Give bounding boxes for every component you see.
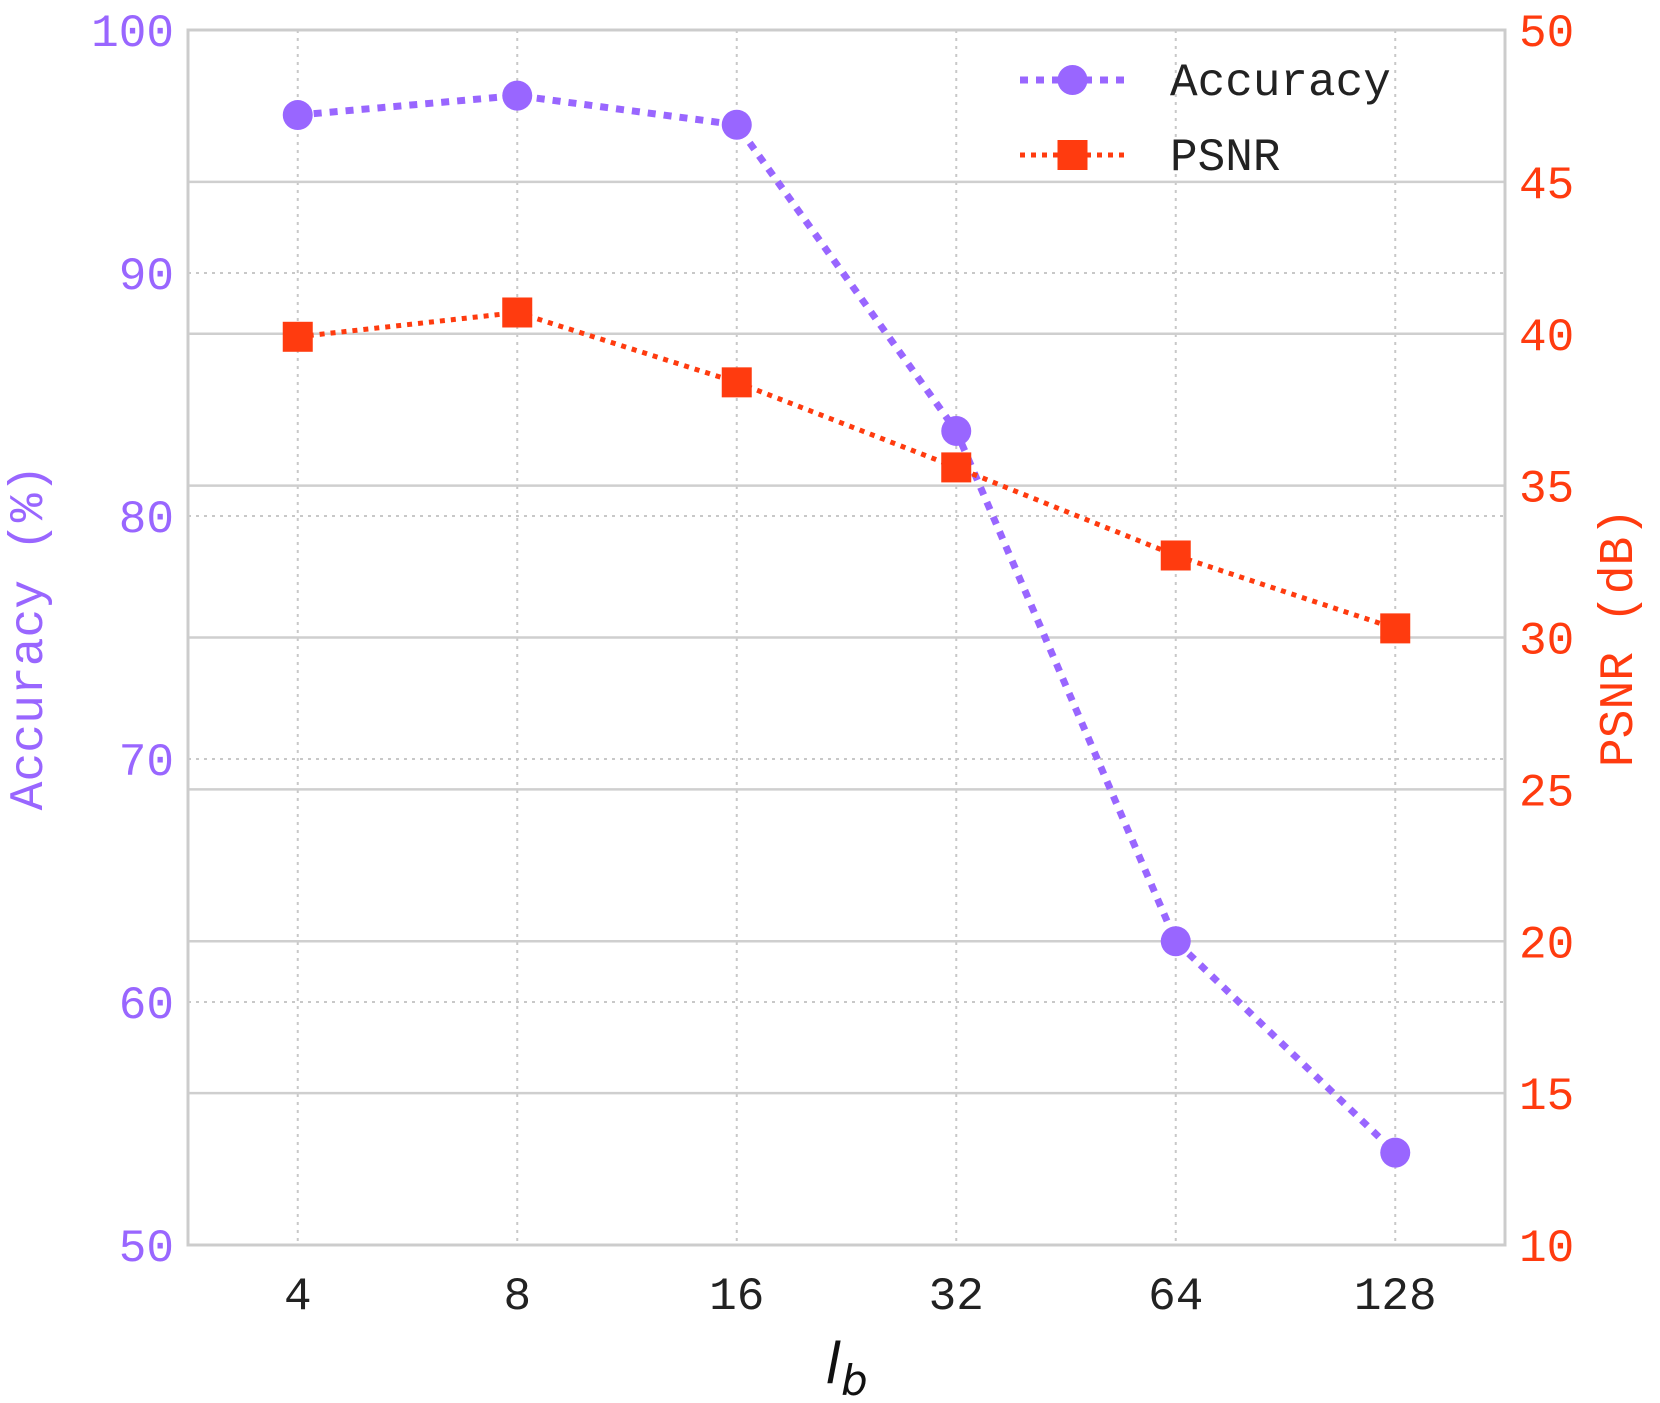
legend-marker-circle — [1057, 65, 1088, 95]
right-axis-ticks: 10 15 20 25 30 35 40 45 50 — [1519, 8, 1574, 1275]
plot-frame — [186, 28, 1507, 1247]
y-left-tick-label: 90 — [119, 251, 174, 303]
y-axis-left-label: Accuracy (%) — [3, 465, 57, 811]
left-gridlines — [188, 29, 1505, 1246]
psnr-point — [941, 452, 972, 483]
y-left-tick-label: 60 — [119, 980, 174, 1032]
accuracy-point — [1160, 926, 1191, 957]
accuracy-point — [721, 109, 752, 140]
y-right-tick-label: 45 — [1519, 160, 1574, 212]
accuracy-point — [941, 415, 972, 446]
series-line-accuracy — [297, 92, 1398, 1156]
psnr-point — [1380, 613, 1411, 644]
psnr-point — [282, 321, 313, 352]
series-line-psnr — [297, 309, 1397, 631]
x-tick-label: 32 — [929, 1271, 984, 1323]
legend: Accuracy PSNR — [1020, 57, 1391, 184]
y-right-tick-label: 35 — [1519, 464, 1574, 516]
series-layer — [282, 80, 1411, 1168]
x-axis-ticks: 4 8 16 32 64 128 — [284, 1271, 1437, 1323]
x-tick-label: 16 — [709, 1271, 764, 1323]
accuracy-point — [282, 100, 313, 131]
y-left-tick-label: 80 — [119, 494, 174, 546]
legend-label-accuracy: Accuracy — [1170, 57, 1391, 109]
y-right-tick-label: 25 — [1519, 767, 1574, 819]
right-gridlines — [188, 28, 1505, 1247]
x-axis-label-main: l — [825, 1332, 841, 1397]
x-axis-label-subscript: b — [841, 1356, 868, 1403]
psnr-point — [721, 367, 752, 398]
y-left-tick-label: 100 — [91, 8, 174, 60]
y-left-tick-label: 50 — [119, 1223, 174, 1275]
y-right-tick-label: 30 — [1519, 616, 1574, 668]
accuracy-point — [502, 80, 533, 111]
left-axis-ticks: 50 60 70 80 90 100 — [91, 8, 174, 1275]
y-axis-right-label: PSNR (dB) — [1593, 508, 1647, 767]
y-right-tick-label: 50 — [1519, 8, 1574, 60]
psnr-point — [502, 297, 533, 328]
x-tick-label: 4 — [284, 1271, 312, 1323]
legend-label-psnr: PSNR — [1170, 132, 1280, 184]
y-left-tick-label: 70 — [119, 737, 174, 789]
legend-marker-square — [1057, 140, 1088, 170]
y-right-tick-label: 15 — [1519, 1071, 1574, 1123]
x-tick-label: 128 — [1354, 1271, 1437, 1323]
psnr-point — [1160, 540, 1191, 571]
x-tick-label: 64 — [1148, 1271, 1203, 1323]
x-tick-label: 8 — [503, 1271, 531, 1323]
y-right-tick-label: 10 — [1519, 1223, 1574, 1275]
accuracy-point — [1380, 1137, 1411, 1168]
x-axis-label: lb — [825, 1332, 867, 1403]
y-right-tick-label: 20 — [1519, 919, 1574, 971]
y-right-tick-label: 40 — [1519, 312, 1574, 364]
